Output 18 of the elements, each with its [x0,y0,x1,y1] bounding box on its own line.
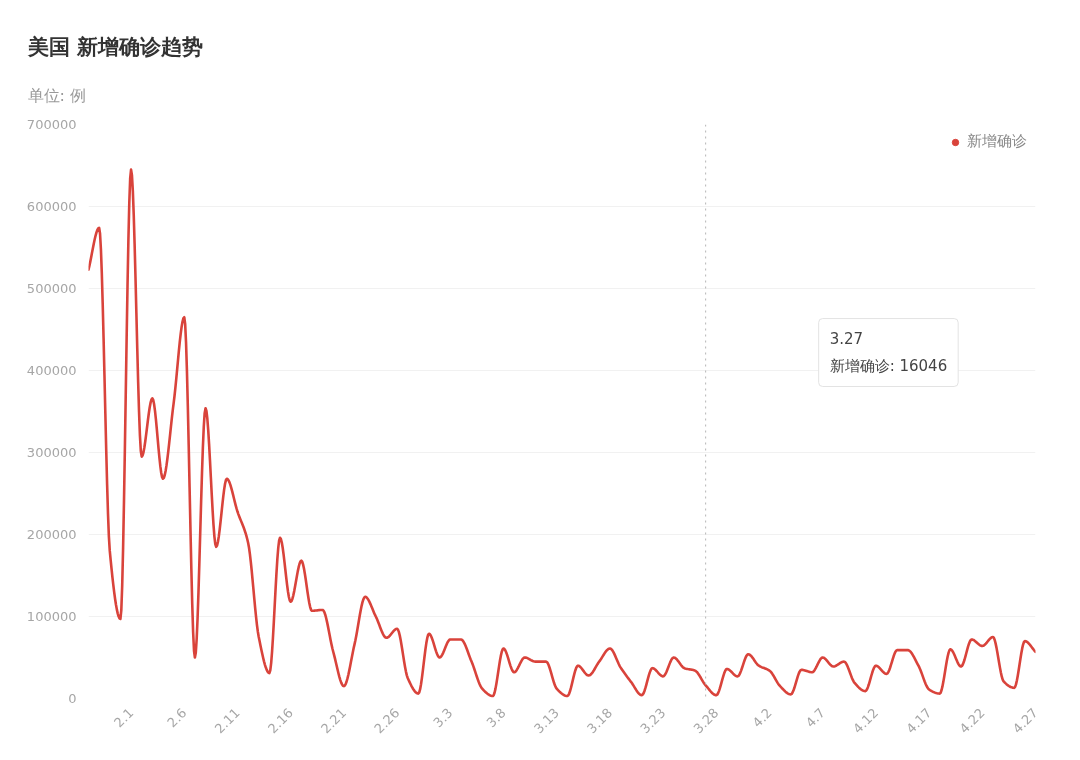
x-tick-label: 2.6 [164,705,190,731]
y-tick-label: 200000 [26,527,77,542]
x-tick-label: 3.8 [483,705,509,731]
y-tick-label: 300000 [26,445,77,460]
y-tick-label: 400000 [26,363,77,378]
annotation: 3.27 新增确诊: 16046 [829,329,948,376]
y-tick-label: 0 [68,691,77,706]
y-tick-label: 500000 [26,281,77,296]
x-tick-label: 4.2 [749,705,775,731]
chart-title: 美国 新增确诊趋势 [26,34,203,59]
y-tick-label: 700000 [26,117,77,132]
x-tick-label: 4.7 [802,705,828,731]
y-tick-label: 100000 [26,609,77,624]
x-tick-label: 2.1 [111,705,137,731]
y-tick-label: 600000 [26,199,77,214]
chart-subtitle: 单位: 例 [27,85,86,105]
legend-label: 新增确诊 [967,132,1027,151]
x-tick-label: 3.3 [430,705,456,731]
